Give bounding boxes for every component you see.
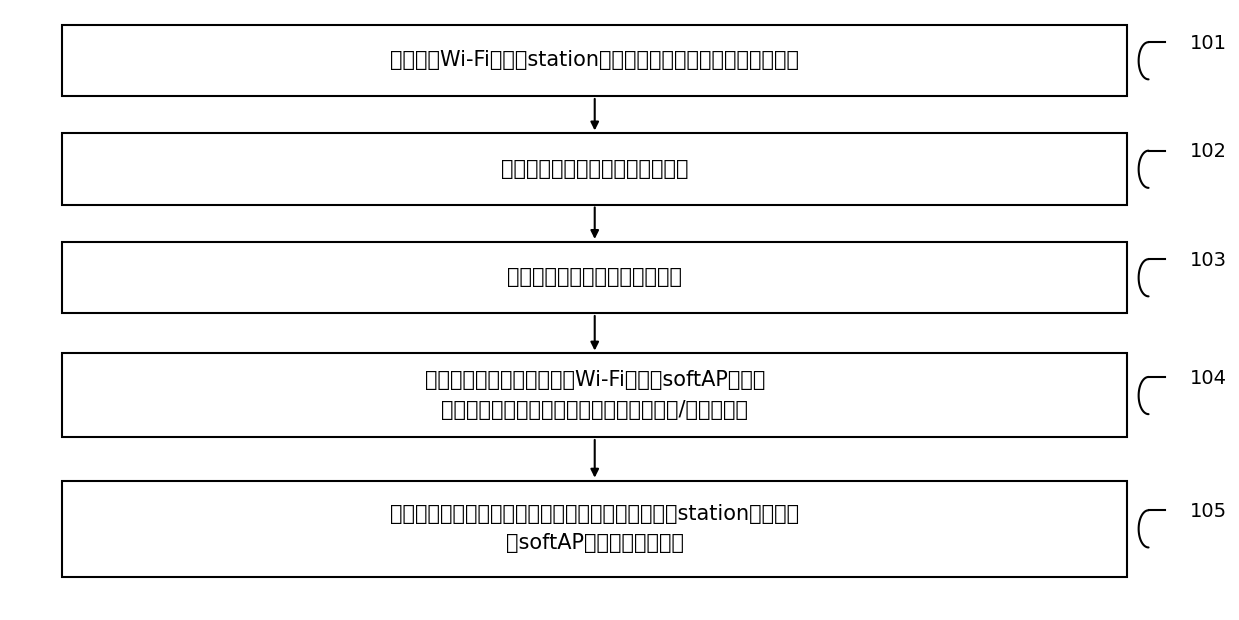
FancyBboxPatch shape: [62, 353, 1127, 437]
Text: 检测作为中继节点所处的中继级别: 检测作为中继节点所处的中继级别: [501, 159, 689, 179]
Text: 105: 105: [1189, 502, 1227, 521]
FancyBboxPatch shape: [62, 242, 1127, 313]
Text: 104: 104: [1189, 369, 1227, 388]
FancyBboxPatch shape: [62, 133, 1127, 205]
FancyBboxPatch shape: [62, 480, 1127, 577]
FancyBboxPatch shape: [62, 25, 1127, 96]
Text: 102: 102: [1189, 143, 1227, 161]
Text: 103: 103: [1189, 251, 1227, 270]
Text: 根据所述中继级别选择目标信道: 根据所述中继级别选择目标信道: [507, 267, 683, 288]
Text: 101: 101: [1189, 34, 1227, 53]
Text: 通过所述Wi-Fi模组的station节点连接上一级的路由器或中继节点: 通过所述Wi-Fi模组的station节点连接上一级的路由器或中继节点: [390, 50, 799, 71]
Text: 根据所述中继级别启动所述Wi-Fi模组的softAP节点，
以在所述目标信道连接下一级的应用终端和/或中继节点: 根据所述中继级别启动所述Wi-Fi模组的softAP节点， 以在所述目标信道连接…: [425, 370, 764, 420]
Text: 根据所述中继级别配置中继通信参数，以支持在所述station节点与所
述softAP节点之间进行通信: 根据所述中继级别配置中继通信参数，以支持在所述station节点与所 述soft…: [390, 503, 799, 553]
